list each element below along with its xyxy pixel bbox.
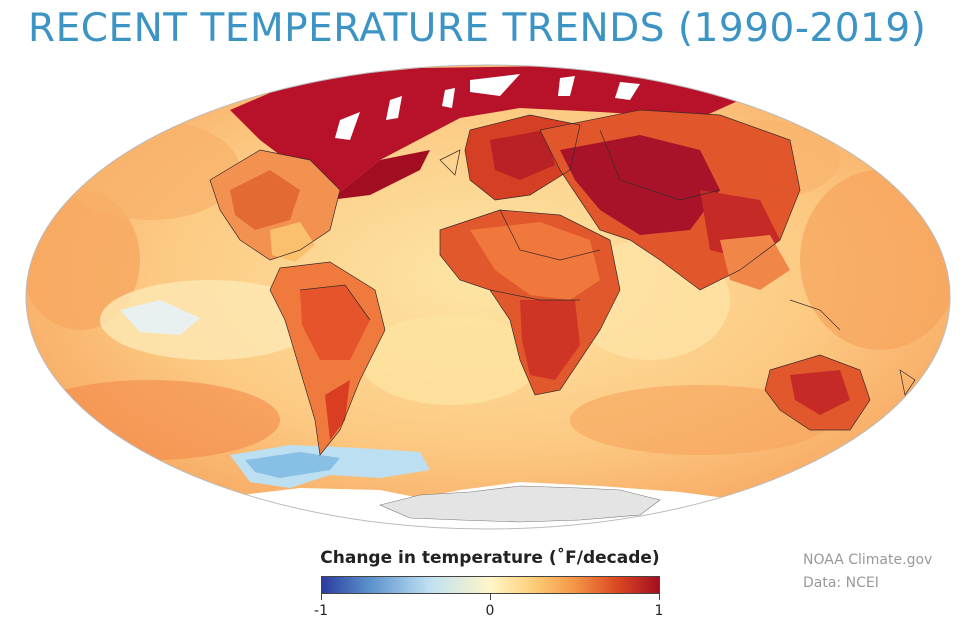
tick-label-max: 1 (654, 603, 664, 619)
tick-mark-max (659, 594, 660, 600)
north-america (210, 150, 340, 262)
credit-data: Data: NCEI (803, 575, 879, 591)
credit-source: NOAA Climate.gov (803, 552, 933, 568)
tick-label-mid: 0 (485, 603, 495, 619)
tick-label-min: -1 (314, 603, 328, 619)
globe-outline (25, 64, 951, 530)
colorbar (321, 576, 660, 594)
map-title: RECENT TEMPERATURE TRENDS (1990-2019) (28, 6, 927, 51)
tick-mark-mid (490, 594, 491, 600)
colorbar-gradient (321, 576, 660, 594)
arctic-warming-band (230, 66, 740, 200)
legend-title: Change in temperature (˚F/decade) (320, 548, 660, 568)
country-outlines (209, 109, 916, 456)
south-america (270, 262, 385, 455)
tick-mark-min (321, 594, 322, 600)
asia (540, 110, 800, 290)
temperature-field (26, 65, 950, 529)
australia (765, 355, 870, 430)
